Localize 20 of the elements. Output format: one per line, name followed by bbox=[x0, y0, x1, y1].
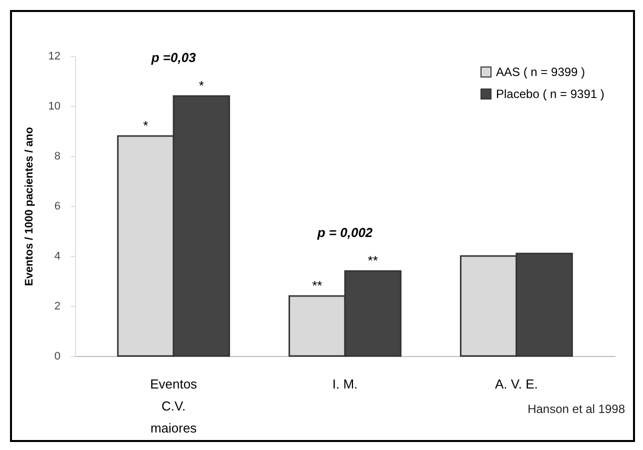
x-tick-label: I. M. bbox=[332, 376, 358, 392]
y-tick-label: 2 bbox=[54, 300, 60, 312]
y-tick-label: 12 bbox=[48, 50, 60, 62]
data-label: ** bbox=[368, 253, 378, 268]
y-tick-label: 4 bbox=[54, 250, 60, 262]
legend-label: Placebo ( n = 9391 ) bbox=[496, 87, 604, 101]
data-label: * bbox=[143, 118, 148, 133]
annotation: p =0,03 bbox=[150, 50, 197, 65]
y-tick-label: 10 bbox=[48, 100, 60, 112]
y-tick-label: 8 bbox=[54, 150, 60, 162]
y-axis-title: Eventos / 1000 pacientes / ano bbox=[23, 126, 36, 286]
data-label: * bbox=[198, 78, 204, 93]
data-label: ** bbox=[312, 278, 322, 293]
y-tick-label: 6 bbox=[54, 200, 60, 212]
legend-label: AAS ( n = 9399 ) bbox=[496, 65, 586, 79]
text: Hanson et al 1998 bbox=[528, 402, 625, 416]
y-tick-label: 0 bbox=[54, 350, 60, 362]
annotation: p = 0,002 bbox=[316, 225, 374, 240]
x-tick-label: A. V. E. bbox=[494, 376, 538, 392]
x-tick-label: Eventos C.V. maiores bbox=[150, 376, 198, 436]
